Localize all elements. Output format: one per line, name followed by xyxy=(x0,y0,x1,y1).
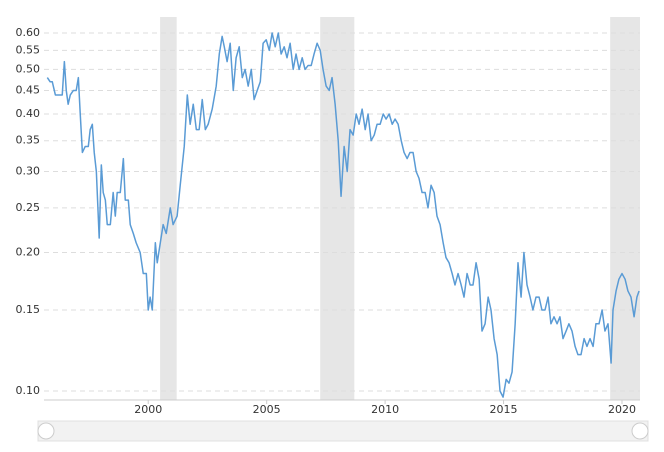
y-tick-label: 0.60 xyxy=(16,26,41,39)
y-tick-label: 0.25 xyxy=(16,201,41,214)
x-tick-label: 2005 xyxy=(253,403,281,416)
recession-band xyxy=(610,17,640,400)
y-tick-label: 0.55 xyxy=(16,43,41,56)
y-tick-label: 0.45 xyxy=(16,83,41,96)
x-tick-label: 2020 xyxy=(608,403,636,416)
navigator-track xyxy=(37,420,649,442)
y-tick-label: 0.20 xyxy=(16,246,41,259)
recession-band xyxy=(160,17,177,400)
x-tick-label: 2000 xyxy=(134,403,162,416)
x-tick-label: 2010 xyxy=(371,403,399,416)
y-tick-label: 0.40 xyxy=(16,107,41,120)
plot-area: 0.10 0.15 0.20 0.25 0.30 0.35 0.40 0.45 0.50 0.55… xyxy=(16,17,640,416)
navigator-handle-left[interactable] xyxy=(37,422,55,440)
navigator-handle-right[interactable] xyxy=(631,422,649,440)
data-line xyxy=(46,32,640,398)
y-tick-label: 0.10 xyxy=(16,384,41,397)
recession-band xyxy=(320,17,355,400)
x-tick-label: 2015 xyxy=(490,403,518,416)
navigator xyxy=(37,420,649,442)
y-tick-label: 0.15 xyxy=(16,303,41,316)
y-tick-label: 0.35 xyxy=(16,134,41,147)
y-tick-label: 0.50 xyxy=(16,62,41,75)
y-tick-label: 0.30 xyxy=(16,164,41,177)
